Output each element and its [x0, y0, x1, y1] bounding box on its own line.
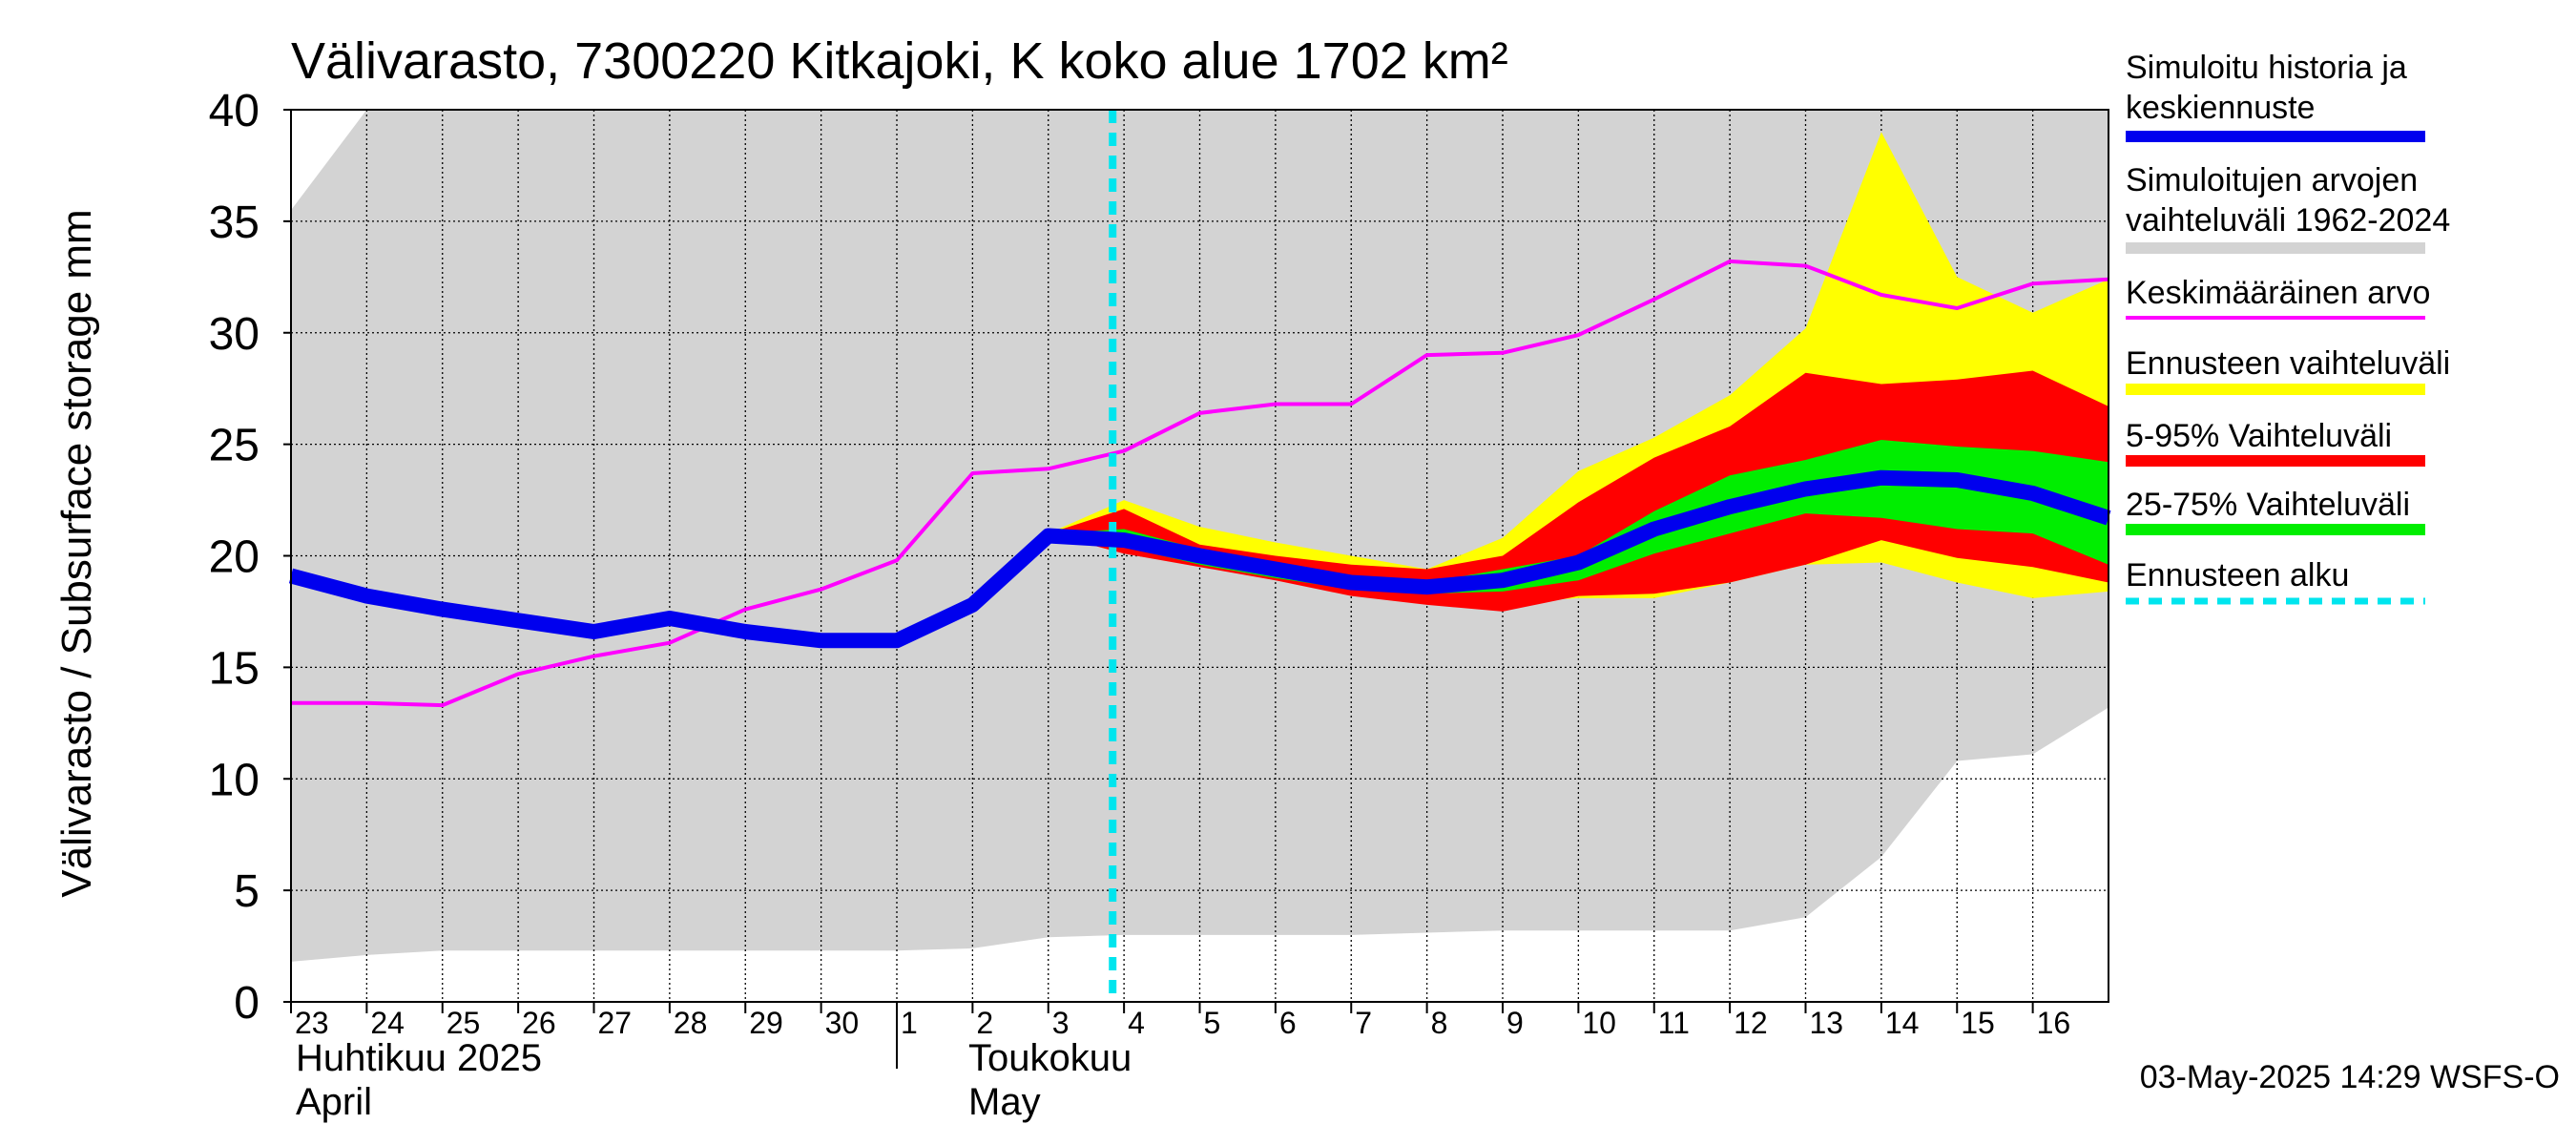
- legend-swatch: [2126, 384, 2425, 395]
- x-tick-label: 28: [674, 1006, 708, 1040]
- legend-label: 5-95% Vaihteluväli: [2126, 418, 2392, 454]
- x-tick-label: 11: [1658, 1006, 1690, 1040]
- legend-label: Ennusteen alku: [2126, 557, 2349, 593]
- legend-swatch: [2126, 242, 2425, 254]
- legend-swatch: [2126, 316, 2425, 320]
- legend: Simuloitu historia ja keskiennuste Simuloi…: [2126, 50, 2450, 605]
- x-tick-label: 6: [1279, 1006, 1297, 1040]
- x-tick-label: 3: [1052, 1006, 1070, 1040]
- month-label: Huhtikuu 2025: [296, 1037, 542, 1079]
- y-tick-label: 25: [209, 421, 260, 471]
- x-tick-label: 29: [749, 1006, 783, 1040]
- legend-label: Keskimääräinen arvo: [2126, 275, 2430, 311]
- x-tick-label: 13: [1810, 1006, 1844, 1040]
- timestamp: 03-May-2025 14:29 WSFS-O: [2140, 1059, 2560, 1095]
- series-5-95-range: [1048, 370, 2109, 612]
- legend-label: Ennusteen vaihteluväli: [2126, 345, 2450, 382]
- x-tick-label: 12: [1734, 1006, 1768, 1040]
- x-tick-label: 7: [1355, 1006, 1372, 1040]
- x-tick-label: 30: [825, 1006, 860, 1040]
- x-tick-label: 14: [1885, 1006, 1920, 1040]
- legend-label: Simuloitu historia ja: [2126, 50, 2407, 86]
- month-label: April: [296, 1081, 372, 1123]
- x-tick-label: 2: [976, 1006, 993, 1040]
- y-tick-label: 0: [234, 978, 260, 1029]
- legend-label: 25-75% Vaihteluväli: [2126, 487, 2410, 523]
- plot-area: [288, 110, 2111, 1002]
- legend-swatch: [2126, 131, 2425, 142]
- legend-label: vaihteluväli 1962-2024: [2126, 202, 2450, 239]
- legend-label: keskiennuste: [2126, 90, 2315, 126]
- legend-swatch: [2126, 524, 2425, 535]
- x-tick-label: 24: [370, 1006, 405, 1040]
- month-label: May: [968, 1081, 1041, 1123]
- x-tick-label: 10: [1582, 1006, 1616, 1040]
- x-tick-label: 5: [1204, 1006, 1221, 1040]
- x-tick-label: 4: [1128, 1006, 1145, 1040]
- x-tick-label: 1: [901, 1006, 918, 1040]
- series-history-line: [288, 469, 2111, 649]
- y-axis-label: Välivarasto / Subsurface storage mm: [53, 209, 100, 897]
- chart-title: Välivarasto, 7300220 Kitkajoki, K koko a…: [291, 32, 1508, 90]
- x-tick-label: 8: [1431, 1006, 1448, 1040]
- legend-swatch: [2126, 455, 2425, 467]
- x-tick-label: 9: [1506, 1006, 1524, 1040]
- x-tick-label: 16: [2037, 1006, 2071, 1040]
- y-tick-label: 10: [209, 755, 260, 805]
- x-tick-label: 27: [598, 1006, 633, 1040]
- y-tick-label: 5: [234, 866, 260, 917]
- y-tick-label: 40: [209, 86, 260, 136]
- x-tick-label: 15: [1961, 1006, 1995, 1040]
- x-tick-label: 26: [522, 1006, 556, 1040]
- series-mean-line: [291, 259, 2109, 708]
- y-tick-label: 30: [209, 309, 260, 360]
- x-tick-label: 23: [295, 1006, 329, 1040]
- y-tick-label: 35: [209, 198, 260, 248]
- x-tick-label: 25: [447, 1006, 481, 1040]
- month-label: Toukokuu: [968, 1037, 1132, 1079]
- y-tick-label: 15: [209, 643, 260, 694]
- y-tick-label: 20: [209, 532, 260, 583]
- legend-label: Simuloitujen arvojen: [2126, 162, 2418, 198]
